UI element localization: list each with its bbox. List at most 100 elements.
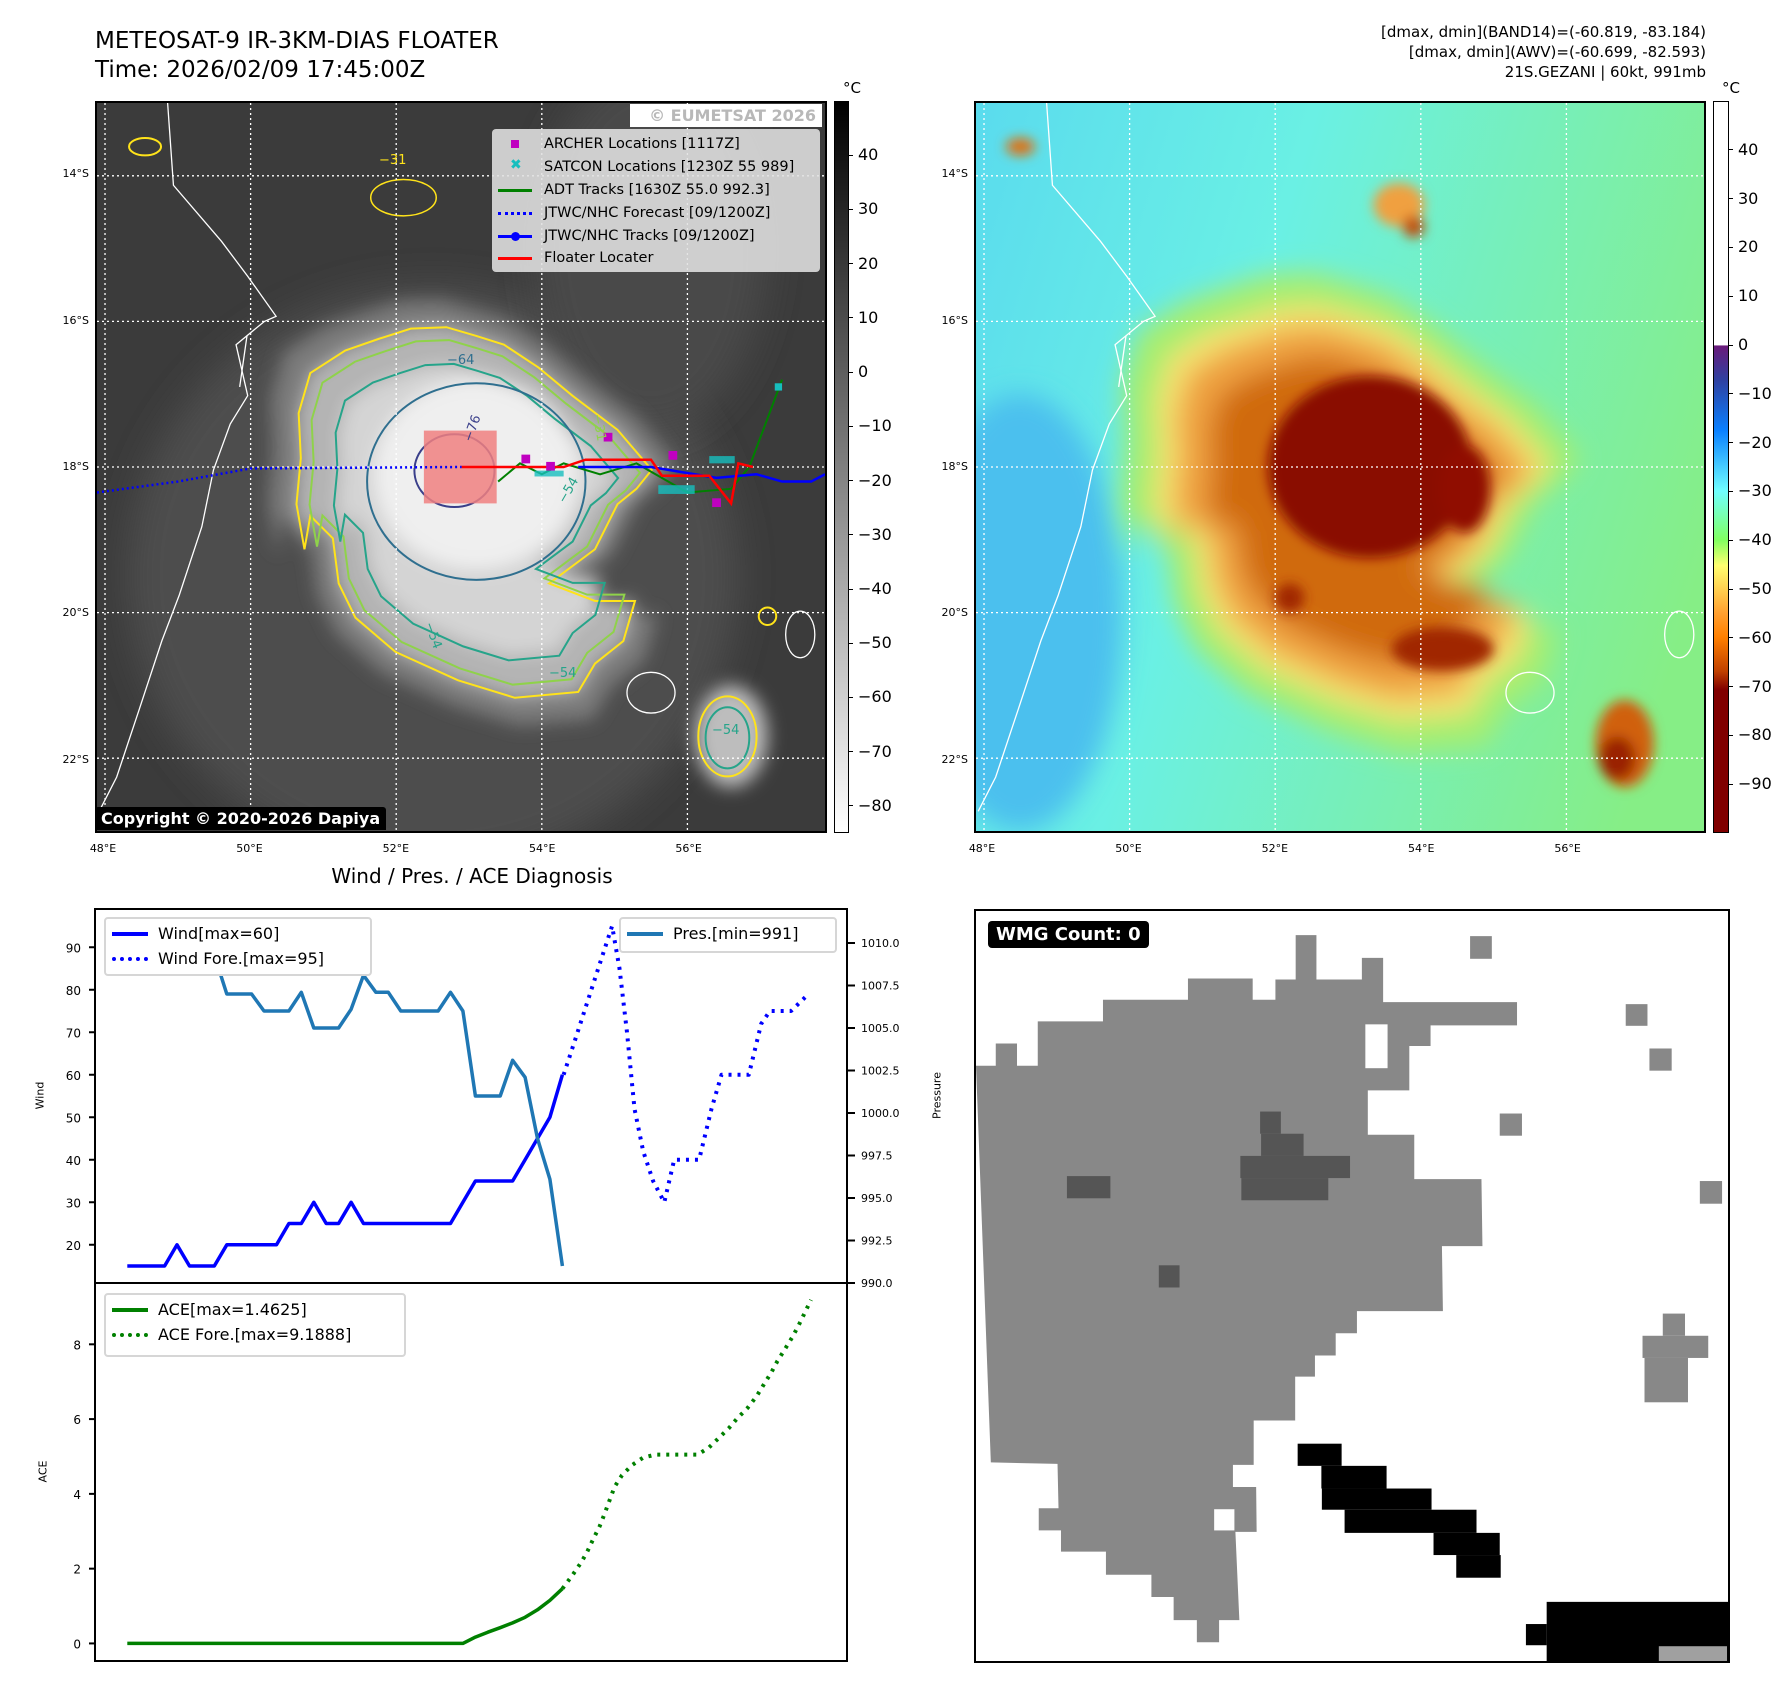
colorbar-tick-label: −20 xyxy=(848,470,892,490)
y2-tick-label: 990.0 xyxy=(861,1277,893,1290)
legend-item-wind-forecast: Wind Fore.[max=95] xyxy=(112,946,364,971)
floater-track xyxy=(462,460,753,504)
colorbar-tick-label: −60 xyxy=(1728,627,1772,647)
colorbar-tick-label: −40 xyxy=(848,579,892,598)
map-legend: ARCHER Locations [1117Z] ✖ SATCON Locatio… xyxy=(492,129,820,272)
line-icon xyxy=(112,927,148,941)
awv-satellite-map[interactable] xyxy=(974,101,1706,833)
longitude-label: 54°E xyxy=(1408,842,1435,855)
ace-axes xyxy=(94,1282,848,1662)
legend-item-jtwc-forecast: JTWC/NHC Forecast [09/1200Z] xyxy=(498,201,814,224)
colorbar-tick-label: 0 xyxy=(847,362,869,382)
legend-label: ADT Tracks [1630Z 55.0 992.3] xyxy=(544,181,770,198)
latitude-label: 22°S xyxy=(941,752,968,766)
y2-tick-label: 992.5 xyxy=(861,1235,893,1248)
diagnosis-chart: 20 30 40 50 60 70 80 90 990.0 992.5 995.0 997.5 1000… xyxy=(34,908,944,1662)
longitude-label: 50°E xyxy=(236,842,263,855)
x-marker-icon: ✖ xyxy=(510,157,522,174)
dotted-line-icon xyxy=(112,1328,148,1342)
line-icon xyxy=(112,1303,148,1317)
colorbar-tick-label: −90 xyxy=(1728,774,1772,794)
adt-track xyxy=(498,380,782,493)
y-tick-label: 50 xyxy=(66,1111,81,1125)
colorbar-tick-label: −30 xyxy=(1728,481,1772,501)
wmg-panel: WMG Count: 0 xyxy=(974,909,1730,1663)
satcon-markers xyxy=(534,383,783,494)
legend-label: Wind[max=60] xyxy=(158,924,280,943)
longitude-label: 52°E xyxy=(382,842,410,855)
eumetsat-watermark: © EUMETSAT 2026 xyxy=(630,104,822,127)
awv-colorbar-unit: °C xyxy=(1722,79,1740,97)
legend-item-ace: ACE[max=1.4625] xyxy=(112,1297,398,1322)
y2-tick-label: 997.5 xyxy=(861,1150,893,1163)
y2-tick-label: 1005.0 xyxy=(861,1022,900,1035)
y-tick-label: 0 xyxy=(73,1637,81,1651)
wind-legend: Wind[max=60] Wind Fore.[max=95] xyxy=(104,917,372,976)
legend-label: ACE Fore.[max=9.1888] xyxy=(158,1325,352,1344)
colorbar-tick-label: −70 xyxy=(848,741,892,761)
copyright-label: Copyright © 2020-2026 Dapiya xyxy=(95,807,387,830)
colorbar-tick-label: −10 xyxy=(848,416,892,436)
series-line-ace xyxy=(127,1587,564,1646)
y2-tick-label: 995.0 xyxy=(861,1192,893,1205)
colorbar-tick-label: 20 xyxy=(847,253,879,273)
longitude-label: 50°E xyxy=(1115,842,1142,855)
colorbar-tick-label: 10 xyxy=(847,307,879,327)
line-icon xyxy=(498,251,534,265)
colorbar-tick-label: 0 xyxy=(1727,335,1749,354)
legend-label: SATCON Locations [1230Z 55 989] xyxy=(544,159,795,176)
ir-colorbar-unit: °C xyxy=(843,79,861,97)
colorbar-tick-label: −70 xyxy=(1728,676,1772,696)
y-tick-label: 30 xyxy=(66,1196,81,1210)
line-dot-icon xyxy=(498,229,534,243)
wmg-count-badge: WMG Count: 0 xyxy=(988,921,1149,948)
latitude-label: 20°S xyxy=(941,606,968,620)
legend-label: JTWC/NHC Forecast [09/1200Z] xyxy=(544,204,771,221)
legend-item-floater: Floater Locater xyxy=(498,247,814,270)
legend-item-jtwc-tracks: JTWC/NHC Tracks [09/1200Z] xyxy=(498,224,814,247)
longitude-label: 56°E xyxy=(675,842,702,855)
legend-item-adt: ADT Tracks [1630Z 55.0 992.3] xyxy=(498,179,814,202)
pressure-legend: Pres.[min=991] xyxy=(619,917,837,953)
dotted-line-icon xyxy=(112,952,148,966)
legend-label: Floater Locater xyxy=(544,250,654,267)
latitude-label: 14°S xyxy=(941,167,968,181)
colorbar-tick-label: 40 xyxy=(847,145,879,165)
legend-item-satcon: ✖ SATCON Locations [1230Z 55 989] xyxy=(498,156,814,179)
ir-satellite-map[interactable]: −31 −64 −76 −54 −54 −54 −54 −31 xyxy=(95,101,827,833)
jtwc-track xyxy=(578,467,825,482)
product-title: METEOSAT-9 IR-3KM-DIAS FLOATER xyxy=(95,28,499,54)
legend-label: Wind Fore.[max=95] xyxy=(158,949,324,968)
contour-label: −54 xyxy=(712,723,740,738)
longitude-label: 52°E xyxy=(1261,842,1289,855)
square-marker-icon xyxy=(498,137,534,151)
storm-summary: 21S.GEZANI | 60kt, 991mb xyxy=(1504,63,1706,81)
series-line-ace-fore- xyxy=(560,1299,813,1590)
legend-label: JTWC/NHC Tracks [09/1200Z] xyxy=(544,227,755,244)
legend-item-archer: ARCHER Locations [1117Z] xyxy=(498,133,814,156)
contour-label: −31 xyxy=(379,153,407,168)
colorbar-tick-label: −40 xyxy=(1728,530,1772,550)
series-line-wind xyxy=(127,1074,565,1268)
longitude-label: 56°E xyxy=(1554,842,1581,855)
colorbar-tick-label: −80 xyxy=(848,795,892,815)
colorbar-tick-label: −60 xyxy=(848,687,892,707)
stats-band14: [dmax, dmin](BAND14)=(-60.819, -83.184) xyxy=(1381,23,1706,41)
y-tick-label: 90 xyxy=(66,941,81,955)
ir-colorbar xyxy=(834,101,849,833)
y-tick-label: 40 xyxy=(66,1154,81,1168)
latitude-label: 16°S xyxy=(62,313,89,327)
pressure-axis-label: Pressure xyxy=(930,1072,944,1119)
legend-label: ACE[max=1.4625] xyxy=(158,1300,307,1319)
dotted-line-icon xyxy=(498,206,534,220)
latitude-label: 14°S xyxy=(62,167,89,181)
longitude-label: 48°E xyxy=(89,842,117,855)
diagnosis-title: Wind / Pres. / ACE Diagnosis xyxy=(331,864,613,888)
colorbar-tick-label: −10 xyxy=(1728,383,1772,403)
y-tick-label: 20 xyxy=(66,1239,81,1253)
y2-tick-label: 1002.5 xyxy=(861,1065,900,1078)
line-icon xyxy=(627,927,663,941)
latitude-label: 18°S xyxy=(62,460,89,473)
stats-awv: [dmax, dmin](AWV)=(-60.699, -82.593) xyxy=(1408,43,1706,61)
colorbar-tick-label: −50 xyxy=(848,633,892,653)
